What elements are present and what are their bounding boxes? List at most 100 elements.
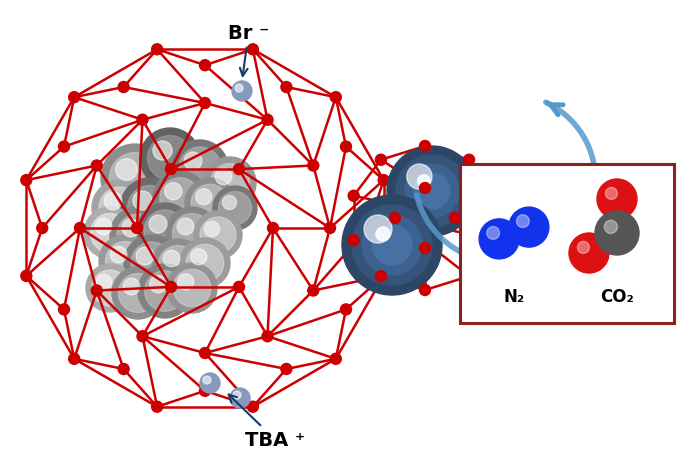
Circle shape: [414, 174, 450, 210]
Circle shape: [173, 214, 212, 253]
Circle shape: [516, 215, 529, 228]
Circle shape: [144, 211, 186, 252]
Circle shape: [95, 219, 112, 235]
Circle shape: [396, 156, 468, 227]
Circle shape: [464, 271, 475, 282]
Circle shape: [106, 242, 145, 281]
Circle shape: [92, 270, 128, 307]
Circle shape: [348, 235, 359, 246]
Circle shape: [69, 354, 79, 364]
Circle shape: [200, 61, 210, 72]
Circle shape: [340, 142, 351, 153]
Circle shape: [91, 161, 102, 172]
Circle shape: [215, 169, 232, 185]
Circle shape: [92, 181, 148, 237]
Circle shape: [196, 189, 212, 205]
Circle shape: [405, 165, 459, 219]
Circle shape: [91, 285, 102, 296]
Circle shape: [177, 274, 193, 290]
Circle shape: [308, 285, 319, 296]
Circle shape: [210, 164, 249, 203]
Circle shape: [324, 223, 335, 234]
Circle shape: [464, 155, 475, 166]
Circle shape: [166, 164, 177, 175]
Circle shape: [604, 221, 617, 234]
Circle shape: [387, 147, 477, 237]
Circle shape: [420, 141, 431, 152]
Circle shape: [132, 223, 143, 234]
Circle shape: [99, 188, 141, 230]
Circle shape: [331, 354, 341, 364]
Circle shape: [233, 164, 244, 175]
Circle shape: [69, 93, 79, 103]
Circle shape: [185, 179, 235, 229]
Circle shape: [219, 192, 251, 225]
Circle shape: [342, 195, 442, 295]
Circle shape: [104, 193, 122, 211]
Circle shape: [152, 239, 204, 291]
Circle shape: [362, 216, 422, 275]
Circle shape: [84, 207, 136, 259]
Circle shape: [378, 271, 389, 282]
Circle shape: [173, 269, 211, 307]
Circle shape: [420, 243, 431, 254]
Circle shape: [21, 271, 32, 282]
Circle shape: [191, 185, 229, 222]
Text: Br ⁻: Br ⁻: [228, 24, 269, 77]
Circle shape: [233, 391, 241, 399]
Circle shape: [281, 364, 292, 375]
Circle shape: [378, 175, 389, 186]
Circle shape: [153, 172, 207, 225]
Circle shape: [232, 82, 252, 102]
Circle shape: [172, 141, 228, 197]
Circle shape: [136, 248, 154, 265]
Circle shape: [187, 245, 223, 282]
Circle shape: [450, 213, 461, 224]
Circle shape: [247, 45, 258, 56]
Circle shape: [230, 388, 250, 408]
Circle shape: [110, 207, 166, 263]
Circle shape: [99, 236, 151, 288]
Text: TBA ⁺: TBA ⁺: [229, 394, 305, 449]
Circle shape: [194, 212, 242, 259]
Circle shape: [86, 264, 134, 313]
Circle shape: [204, 158, 256, 210]
Circle shape: [153, 142, 172, 161]
Circle shape: [491, 235, 502, 246]
Circle shape: [116, 159, 137, 181]
Circle shape: [363, 223, 373, 234]
Circle shape: [235, 85, 243, 93]
Circle shape: [281, 82, 292, 94]
Circle shape: [109, 153, 161, 204]
Circle shape: [267, 223, 278, 234]
Circle shape: [118, 82, 129, 94]
Circle shape: [184, 153, 202, 170]
Circle shape: [364, 216, 392, 244]
Circle shape: [578, 242, 590, 254]
Circle shape: [420, 183, 431, 194]
Circle shape: [191, 249, 207, 265]
Circle shape: [491, 191, 502, 202]
Circle shape: [200, 386, 210, 396]
Circle shape: [74, 223, 86, 234]
Circle shape: [213, 187, 257, 231]
Circle shape: [203, 376, 211, 384]
Text: N₂: N₂: [503, 288, 525, 305]
Circle shape: [597, 180, 637, 219]
Circle shape: [90, 214, 129, 253]
Circle shape: [487, 227, 500, 240]
Circle shape: [137, 204, 193, 259]
Circle shape: [58, 142, 70, 153]
Circle shape: [348, 191, 359, 202]
Text: CO₂: CO₂: [600, 288, 634, 305]
Circle shape: [479, 219, 519, 259]
Circle shape: [165, 183, 182, 200]
Circle shape: [376, 227, 390, 242]
Circle shape: [148, 136, 193, 181]
Circle shape: [262, 331, 273, 342]
Circle shape: [138, 264, 192, 319]
Circle shape: [21, 175, 32, 186]
Circle shape: [179, 148, 221, 189]
Circle shape: [145, 271, 185, 312]
Circle shape: [595, 212, 639, 256]
